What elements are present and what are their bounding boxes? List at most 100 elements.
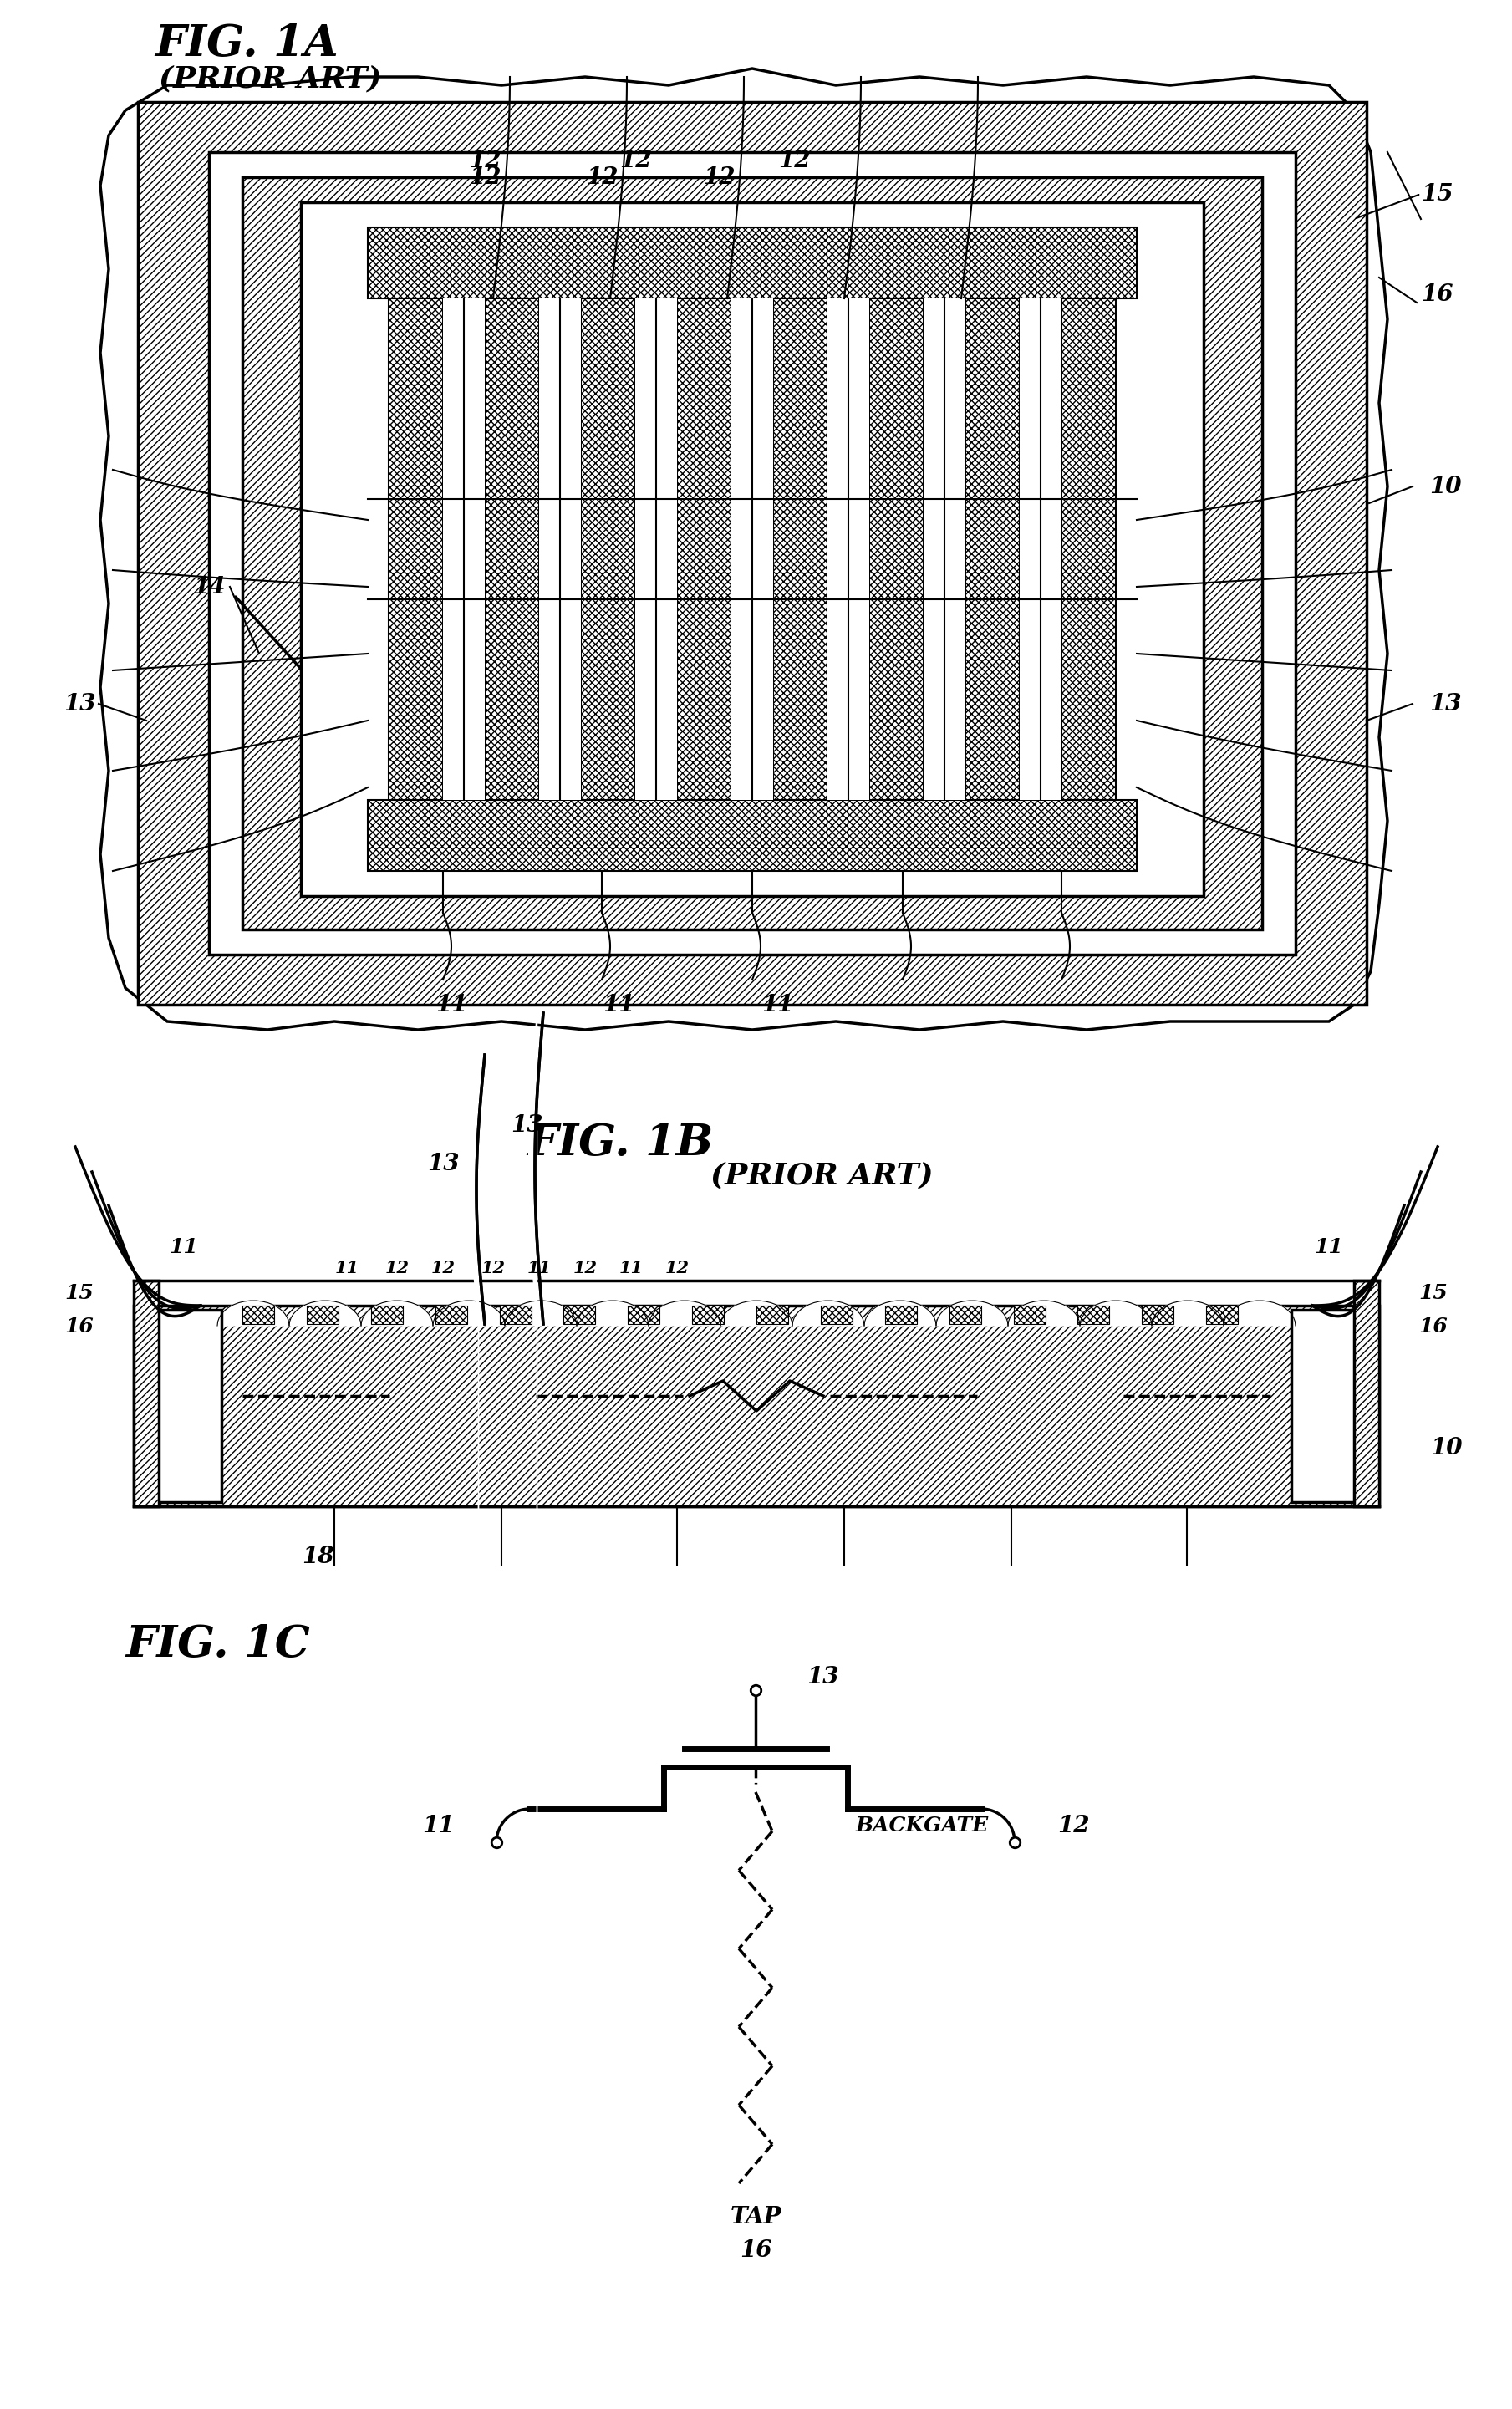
Bar: [885, 1306, 916, 1325]
Text: 16: 16: [1418, 1315, 1448, 1337]
Bar: [1078, 1306, 1110, 1325]
Polygon shape: [1152, 1301, 1223, 1325]
Polygon shape: [576, 1301, 649, 1325]
Bar: [1061, 299, 1116, 800]
Polygon shape: [505, 1301, 576, 1325]
Text: 11: 11: [1314, 1238, 1344, 1257]
Text: 11: 11: [422, 1814, 454, 1836]
Polygon shape: [649, 1301, 721, 1325]
Bar: [133, 1306, 1379, 1506]
Text: 14: 14: [194, 576, 225, 597]
Bar: [389, 299, 443, 800]
Bar: [627, 1306, 659, 1325]
Text: (PRIOR ART): (PRIOR ART): [711, 1161, 933, 1190]
Bar: [435, 1306, 467, 1325]
Bar: [564, 1306, 596, 1325]
Text: 11: 11: [435, 993, 467, 1017]
Text: 11: 11: [169, 1238, 198, 1257]
Bar: [869, 299, 924, 800]
Text: (PRIOR ART): (PRIOR ART): [159, 65, 381, 94]
Text: 15: 15: [65, 1284, 94, 1303]
Text: 16: 16: [739, 2238, 771, 2262]
Polygon shape: [865, 1301, 936, 1325]
Polygon shape: [936, 1301, 1009, 1325]
Bar: [773, 299, 827, 800]
Text: 15: 15: [1421, 183, 1453, 205]
Bar: [147, 1310, 221, 1503]
Text: 11: 11: [334, 1260, 358, 1277]
Text: 12: 12: [469, 166, 500, 188]
Text: 13: 13: [64, 691, 97, 715]
Bar: [950, 1306, 981, 1325]
Bar: [924, 299, 965, 800]
Polygon shape: [432, 1301, 505, 1325]
Bar: [307, 1306, 339, 1325]
Bar: [1207, 1306, 1238, 1325]
Text: 12: 12: [618, 149, 652, 171]
Text: 12: 12: [386, 1260, 410, 1277]
Bar: [540, 299, 581, 800]
Text: 11: 11: [618, 1260, 643, 1277]
Bar: [301, 202, 1204, 896]
Polygon shape: [1009, 1301, 1080, 1325]
Polygon shape: [721, 1301, 792, 1325]
Bar: [138, 101, 1367, 1005]
Bar: [1019, 299, 1061, 800]
Bar: [732, 299, 773, 800]
Text: FIG. 1B: FIG. 1B: [526, 1123, 714, 1164]
Text: 12: 12: [779, 149, 810, 171]
Bar: [1291, 1310, 1367, 1503]
Bar: [370, 1306, 402, 1325]
Text: 12: 12: [1057, 1814, 1089, 1836]
Text: 11: 11: [528, 1260, 552, 1277]
Text: 18: 18: [301, 1544, 334, 1568]
Text: FIG. 1C: FIG. 1C: [125, 1624, 310, 1667]
Text: 12: 12: [665, 1260, 689, 1277]
Text: 12: 12: [431, 1260, 455, 1277]
Text: 12: 12: [585, 166, 618, 188]
Text: 10: 10: [1429, 475, 1462, 499]
Bar: [1355, 1282, 1379, 1506]
Text: 12: 12: [469, 149, 500, 171]
Bar: [1142, 1306, 1173, 1325]
Polygon shape: [792, 1301, 865, 1325]
Bar: [635, 299, 677, 800]
Text: 12: 12: [573, 1260, 597, 1277]
Bar: [209, 152, 1296, 954]
Text: 12: 12: [481, 1260, 505, 1277]
Bar: [367, 800, 1137, 872]
Bar: [965, 299, 1019, 800]
Polygon shape: [361, 1301, 432, 1325]
Polygon shape: [100, 67, 1388, 1029]
Bar: [242, 1306, 274, 1325]
Bar: [827, 299, 869, 800]
Text: 16: 16: [1421, 282, 1453, 306]
Bar: [1013, 1306, 1045, 1325]
Text: TAP: TAP: [730, 2207, 782, 2228]
Text: 11: 11: [602, 993, 635, 1017]
Text: FIG. 1A: FIG. 1A: [154, 22, 339, 65]
Text: 15: 15: [1418, 1284, 1448, 1303]
Bar: [677, 299, 732, 800]
Text: 13: 13: [1429, 691, 1462, 715]
Polygon shape: [1223, 1301, 1296, 1325]
Text: 13: 13: [426, 1152, 460, 1176]
Bar: [485, 299, 540, 800]
Text: 13: 13: [806, 1667, 839, 1689]
Text: BACKGATE: BACKGATE: [856, 1816, 989, 1836]
Text: 13: 13: [511, 1115, 543, 1137]
Text: 11: 11: [761, 993, 794, 1017]
Bar: [821, 1306, 853, 1325]
Bar: [692, 1306, 724, 1325]
Polygon shape: [1080, 1301, 1152, 1325]
Bar: [367, 226, 1137, 299]
Bar: [133, 1282, 159, 1506]
Bar: [499, 1306, 531, 1325]
Text: 10: 10: [1430, 1436, 1462, 1460]
Text: 16: 16: [65, 1315, 94, 1337]
Bar: [443, 299, 485, 800]
Bar: [242, 178, 1263, 930]
Bar: [581, 299, 635, 800]
Bar: [756, 1306, 788, 1325]
Text: 12: 12: [703, 166, 735, 188]
